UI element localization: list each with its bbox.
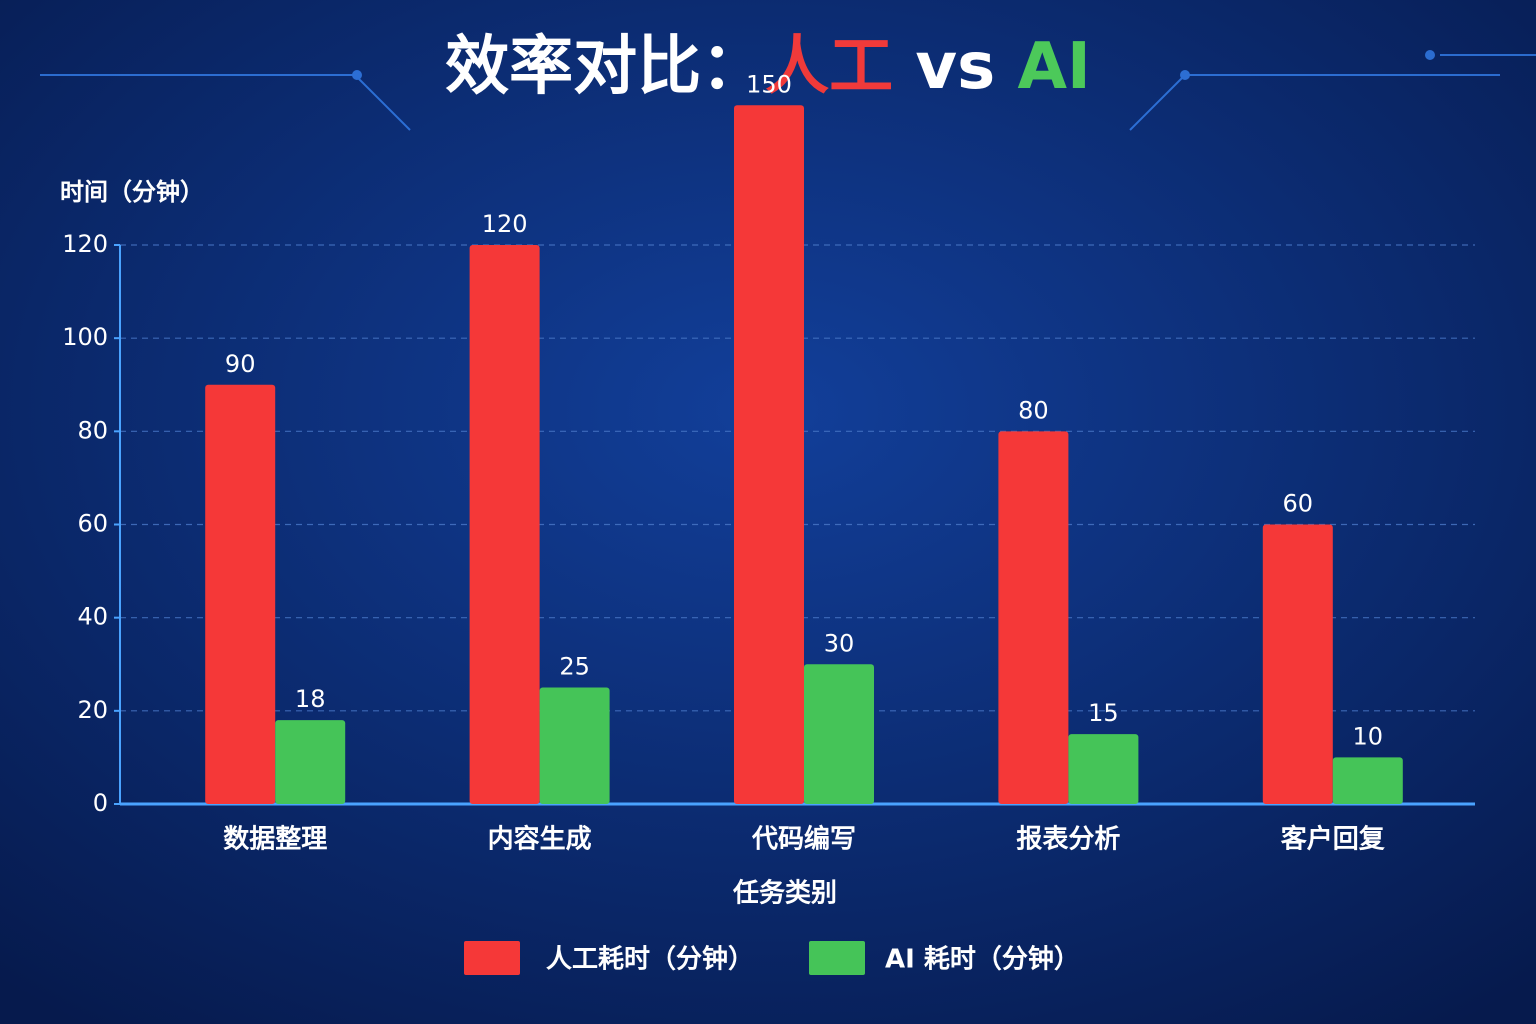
- title-segment: 效率对比：: [445, 30, 765, 104]
- bar: [998, 431, 1069, 804]
- title-segment: AI: [1018, 30, 1091, 104]
- y-tick-label: 20: [77, 696, 108, 724]
- y-tick-label: 120: [62, 230, 108, 258]
- y-axis-label: 时间（分钟）: [60, 178, 204, 206]
- x-tick-label: 报表分析: [1016, 824, 1120, 855]
- legend-label: 人工耗时（分钟）: [546, 944, 754, 975]
- decor-lines: [40, 50, 1536, 131]
- bar: [1262, 524, 1333, 804]
- chart-title: 效率对比：人工 vs AI: [445, 30, 1091, 104]
- value-label: 60: [1283, 490, 1314, 518]
- x-tick-label: 客户回复: [1281, 824, 1386, 855]
- y-tick-label: 100: [62, 323, 108, 351]
- bar: [1068, 734, 1139, 804]
- value-label: 80: [1018, 396, 1049, 424]
- bar: [275, 720, 346, 804]
- bar: [469, 245, 540, 804]
- value-label: 15: [1088, 699, 1119, 727]
- y-tick-label: 80: [77, 416, 108, 444]
- y-tick-label: 40: [77, 603, 108, 631]
- x-tick-label: 数据整理: [223, 824, 327, 855]
- bar: [205, 384, 276, 804]
- x-tick-label: 内容生成: [488, 824, 592, 855]
- title-segment: 人工: [765, 30, 893, 104]
- title-segment: vs: [893, 30, 1017, 104]
- value-label: 90: [225, 350, 256, 378]
- bar: [804, 664, 874, 804]
- x-tick-label: 代码编写: [751, 824, 856, 855]
- x-axis-label: 任务类别: [732, 879, 837, 909]
- bar: [539, 687, 610, 804]
- value-label: 25: [559, 653, 590, 681]
- value-label: 18: [295, 685, 326, 713]
- y-tick-label: 0: [93, 789, 108, 817]
- legend-swatch: [464, 941, 520, 975]
- value-label: 150: [746, 70, 792, 98]
- legend-swatch: [809, 941, 865, 975]
- legend-label: AI 耗时（分钟）: [885, 944, 1080, 975]
- value-label: 120: [482, 210, 528, 238]
- bar: [734, 105, 804, 804]
- bar: [1332, 757, 1403, 804]
- value-label: 10: [1353, 722, 1384, 750]
- value-label: 30: [824, 629, 855, 657]
- y-tick-label: 60: [77, 510, 108, 538]
